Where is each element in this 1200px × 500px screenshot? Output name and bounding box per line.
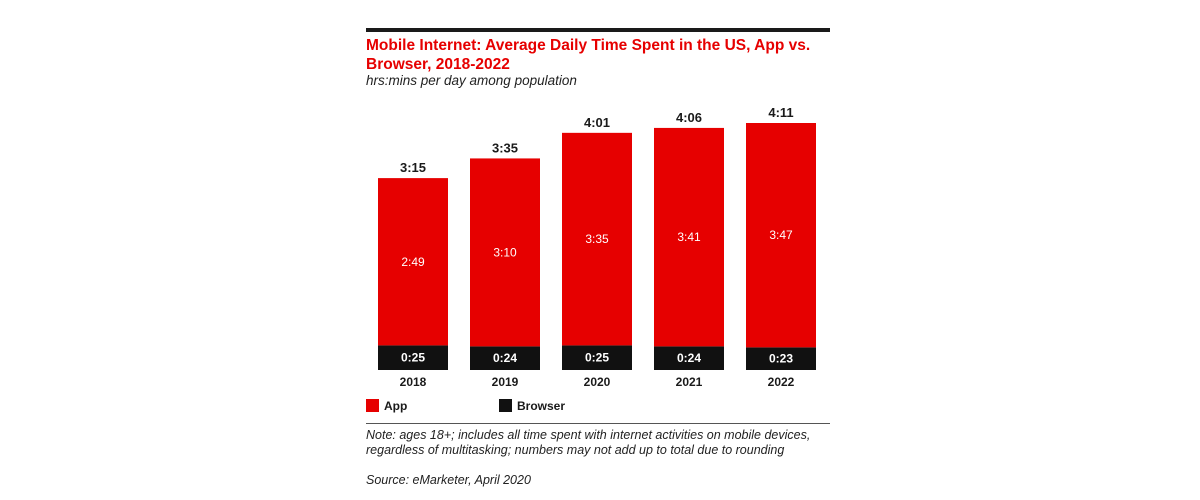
bar-app-2021 (654, 127, 724, 347)
stacked-bar-chart: 0:25 2:49 3:15 2018 0:24 3:10 3:35 2019 0:25 3:35… (366, 105, 816, 413)
x-tick-label-2018: 2018 (400, 375, 427, 389)
data-label-app-2021: 3:41 (677, 230, 701, 244)
data-label-total-2022: 4:11 (768, 105, 793, 120)
bar-browser-2020 (562, 345, 632, 370)
bar-browser-2019 (470, 346, 540, 370)
legend-swatch-app (366, 399, 379, 412)
data-label-app-2020: 3:35 (585, 232, 609, 246)
chart-source: Source: eMarketer, April 2020 (366, 473, 531, 487)
x-tick-label-2019: 2019 (492, 375, 519, 389)
x-tick-label-2021: 2021 (676, 375, 703, 389)
data-label-browser-2020: 0:25 (585, 351, 609, 365)
chart-title: Mobile Internet: Average Daily Time Spen… (366, 37, 811, 73)
chart-note: Note: ages 18+; includes all time spent … (366, 428, 811, 457)
chart-subtitle: hrs:mins per day among population (366, 73, 577, 88)
data-label-app-2018: 2:49 (401, 255, 425, 269)
data-label-total-2019: 3:35 (492, 140, 518, 155)
legend-label-app: App (384, 399, 407, 413)
data-label-browser-2022: 0:23 (769, 352, 793, 366)
data-label-total-2020: 4:01 (584, 115, 610, 130)
data-label-browser-2019: 0:24 (493, 351, 517, 365)
bar-app-2018 (378, 178, 448, 346)
bar-app-2020 (562, 132, 632, 346)
data-label-browser-2018: 0:25 (401, 351, 425, 365)
bar-browser-2022 (746, 347, 816, 370)
data-label-total-2018: 3:15 (400, 160, 426, 175)
data-label-total-2021: 4:06 (676, 110, 702, 125)
x-tick-label-2020: 2020 (584, 375, 611, 389)
chart-card: Mobile Internet: Average Daily Time Spen… (366, 28, 830, 493)
bar-browser-2018 (378, 345, 448, 370)
top-divider (366, 28, 830, 32)
bottom-divider (366, 423, 830, 424)
data-label-browser-2021: 0:24 (677, 351, 701, 365)
bar-app-2019 (470, 158, 540, 347)
data-label-app-2022: 3:47 (769, 228, 793, 242)
bar-app-2022 (746, 123, 816, 348)
x-tick-label-2022: 2022 (768, 375, 795, 389)
data-label-app-2019: 3:10 (493, 245, 517, 259)
legend-label-browser: Browser (517, 399, 565, 413)
legend-swatch-browser (499, 399, 512, 412)
bar-browser-2021 (654, 346, 724, 370)
